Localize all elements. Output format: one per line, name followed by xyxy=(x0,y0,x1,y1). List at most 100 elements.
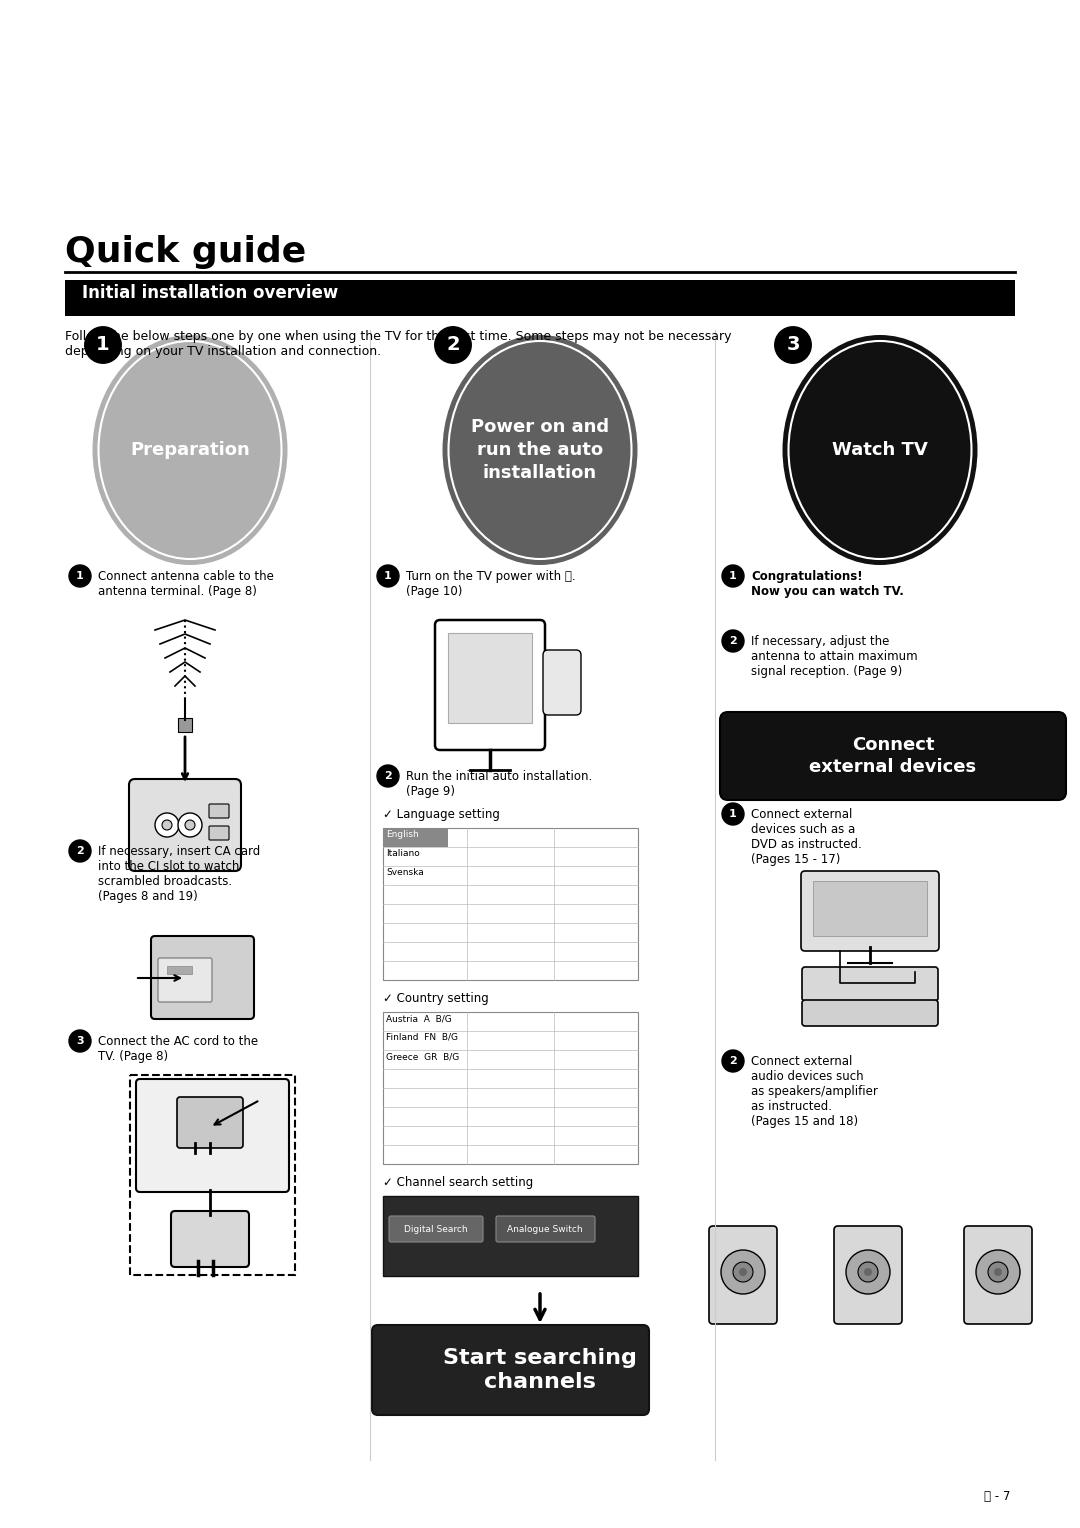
FancyBboxPatch shape xyxy=(834,1225,902,1323)
FancyBboxPatch shape xyxy=(389,1216,483,1242)
Text: Run the initial auto installation.
(Page 9): Run the initial auto installation. (Page… xyxy=(406,770,592,798)
FancyBboxPatch shape xyxy=(383,828,638,979)
Circle shape xyxy=(733,1262,753,1282)
FancyBboxPatch shape xyxy=(496,1216,595,1242)
Circle shape xyxy=(739,1268,747,1276)
Text: Svenska: Svenska xyxy=(386,868,423,877)
Circle shape xyxy=(69,840,91,862)
FancyBboxPatch shape xyxy=(964,1225,1032,1323)
Text: ✓ Language setting: ✓ Language setting xyxy=(383,808,500,821)
Text: Analogue Switch: Analogue Switch xyxy=(508,1224,583,1233)
Text: Connect antenna cable to the
antenna terminal. (Page 8): Connect antenna cable to the antenna ter… xyxy=(98,570,274,597)
FancyBboxPatch shape xyxy=(813,882,927,937)
Text: Connect the AC cord to the
TV. (Page 8): Connect the AC cord to the TV. (Page 8) xyxy=(98,1034,258,1063)
FancyBboxPatch shape xyxy=(151,937,254,1019)
Text: Turn on the TV power with ⏻.
(Page 10): Turn on the TV power with ⏻. (Page 10) xyxy=(406,570,576,597)
Circle shape xyxy=(723,630,744,652)
Text: Congratulations!
Now you can watch TV.: Congratulations! Now you can watch TV. xyxy=(751,570,904,597)
Text: Quick guide: Quick guide xyxy=(65,235,307,269)
Circle shape xyxy=(864,1268,872,1276)
Text: 3: 3 xyxy=(77,1036,84,1047)
FancyBboxPatch shape xyxy=(802,967,939,1001)
Circle shape xyxy=(433,325,473,365)
Circle shape xyxy=(723,804,744,825)
FancyBboxPatch shape xyxy=(65,280,1015,316)
Circle shape xyxy=(429,321,477,368)
Text: 1: 1 xyxy=(729,571,737,581)
Circle shape xyxy=(773,325,813,365)
Text: ✓ Country setting: ✓ Country setting xyxy=(383,992,489,1005)
Text: Initial installation overview: Initial installation overview xyxy=(82,284,338,303)
Circle shape xyxy=(185,821,195,830)
Circle shape xyxy=(162,821,172,830)
Text: Follow the below steps one by one when using the TV for the first time. Some ste: Follow the below steps one by one when u… xyxy=(65,330,731,358)
Text: 1: 1 xyxy=(96,336,110,354)
FancyBboxPatch shape xyxy=(171,1212,249,1267)
Text: Finland  FN  B/G: Finland FN B/G xyxy=(386,1033,458,1042)
FancyBboxPatch shape xyxy=(129,779,241,871)
Text: Digital Search: Digital Search xyxy=(404,1224,468,1233)
FancyBboxPatch shape xyxy=(177,1097,243,1148)
Circle shape xyxy=(723,1050,744,1073)
Text: Greece  GR  B/G: Greece GR B/G xyxy=(386,1051,459,1060)
Text: Start searching
channels: Start searching channels xyxy=(443,1348,637,1392)
Text: Connect external
audio devices such
as speakers/amplifier
as instructed.
(Pages : Connect external audio devices such as s… xyxy=(751,1054,878,1128)
Text: 2: 2 xyxy=(76,847,84,856)
FancyBboxPatch shape xyxy=(210,804,229,817)
Text: 1: 1 xyxy=(729,808,737,819)
FancyBboxPatch shape xyxy=(435,620,545,750)
Text: 1: 1 xyxy=(76,571,84,581)
Circle shape xyxy=(156,813,179,837)
FancyBboxPatch shape xyxy=(167,966,192,973)
Circle shape xyxy=(988,1262,1008,1282)
Text: 2: 2 xyxy=(729,636,737,646)
Circle shape xyxy=(723,565,744,587)
Ellipse shape xyxy=(443,335,637,565)
Ellipse shape xyxy=(783,335,977,565)
Text: 2: 2 xyxy=(384,772,392,781)
Circle shape xyxy=(377,766,399,787)
FancyBboxPatch shape xyxy=(383,1196,638,1276)
Circle shape xyxy=(721,1250,765,1294)
FancyBboxPatch shape xyxy=(210,827,229,840)
Text: English: English xyxy=(386,830,419,839)
Circle shape xyxy=(83,325,123,365)
FancyBboxPatch shape xyxy=(448,633,532,723)
FancyBboxPatch shape xyxy=(372,1325,649,1415)
FancyBboxPatch shape xyxy=(158,958,212,1002)
Circle shape xyxy=(994,1268,1002,1276)
Text: Connect
external devices: Connect external devices xyxy=(809,736,976,776)
Circle shape xyxy=(858,1262,878,1282)
Circle shape xyxy=(377,565,399,587)
FancyBboxPatch shape xyxy=(720,712,1066,801)
Circle shape xyxy=(846,1250,890,1294)
Circle shape xyxy=(769,321,816,368)
Text: Preparation: Preparation xyxy=(130,442,249,458)
FancyBboxPatch shape xyxy=(543,649,581,715)
Circle shape xyxy=(976,1250,1020,1294)
Circle shape xyxy=(178,813,202,837)
Ellipse shape xyxy=(93,335,287,565)
Text: If necessary, adjust the
antenna to attain maximum
signal reception. (Page 9): If necessary, adjust the antenna to atta… xyxy=(751,636,918,678)
Text: Power on and
run the auto
installation: Power on and run the auto installation xyxy=(471,419,609,481)
FancyBboxPatch shape xyxy=(383,1012,638,1164)
FancyBboxPatch shape xyxy=(802,999,939,1025)
Text: If necessary, insert CA card
into the CI slot to watch
scrambled broadcasts.
(Pa: If necessary, insert CA card into the CI… xyxy=(98,845,260,903)
Text: Connect external
devices such as a
DVD as instructed.
(Pages 15 - 17): Connect external devices such as a DVD a… xyxy=(751,808,862,866)
Text: 2: 2 xyxy=(446,336,460,354)
FancyBboxPatch shape xyxy=(801,871,939,950)
Text: 2: 2 xyxy=(729,1056,737,1067)
FancyBboxPatch shape xyxy=(708,1225,777,1323)
Circle shape xyxy=(69,565,91,587)
FancyBboxPatch shape xyxy=(383,828,448,847)
Text: ⓿ - 7: ⓿ - 7 xyxy=(984,1490,1010,1504)
Circle shape xyxy=(69,1030,91,1051)
Text: 1: 1 xyxy=(384,571,392,581)
FancyBboxPatch shape xyxy=(136,1079,289,1192)
Text: ✓ Channel search setting: ✓ Channel search setting xyxy=(383,1177,534,1189)
Text: 3: 3 xyxy=(786,336,800,354)
Text: Watch TV: Watch TV xyxy=(832,442,928,458)
Circle shape xyxy=(79,321,127,368)
Text: Austria  A  B/G: Austria A B/G xyxy=(386,1015,451,1024)
Text: Italiano: Italiano xyxy=(386,850,420,859)
